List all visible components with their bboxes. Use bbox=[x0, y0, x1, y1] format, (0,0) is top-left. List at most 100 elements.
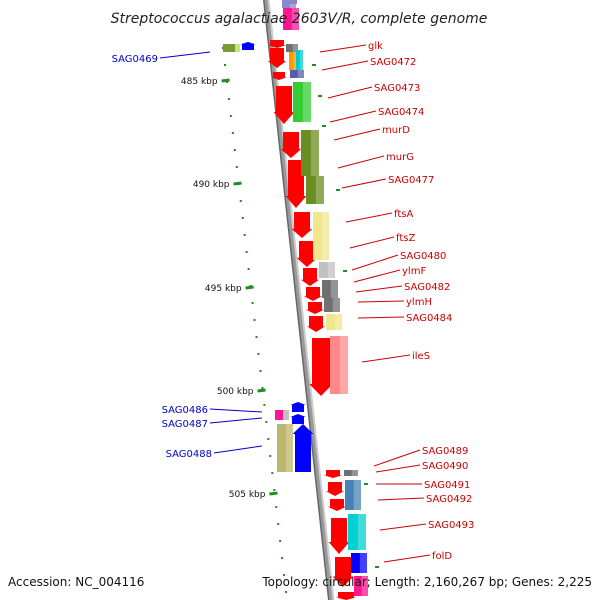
feature-block bbox=[348, 514, 366, 550]
kbp-ticks: 485 kbp 490 kbp 495 kbp 500 kbp 505 kbp bbox=[181, 77, 278, 500]
feature-block bbox=[330, 336, 348, 394]
feature-shade bbox=[330, 280, 338, 298]
feature-block bbox=[293, 82, 311, 122]
gene-label: SAG0477 bbox=[388, 175, 434, 186]
cds-arrow bbox=[309, 338, 333, 396]
major-tick bbox=[233, 181, 242, 186]
kbp-tick-label: 495 kbp bbox=[205, 284, 242, 294]
feature-shade bbox=[351, 470, 358, 476]
feature-block bbox=[290, 70, 304, 78]
kbp-tick-label: 500 kbp bbox=[217, 387, 254, 397]
major-tick bbox=[269, 491, 278, 496]
leader-line bbox=[349, 236, 395, 249]
cds-arrow bbox=[332, 557, 354, 587]
cds-arrow bbox=[303, 287, 323, 301]
leader-line bbox=[357, 316, 405, 319]
leader-line bbox=[209, 417, 263, 424]
leader-line bbox=[383, 554, 431, 563]
feature-block bbox=[324, 298, 340, 312]
gene-label: SAG0489 bbox=[422, 446, 468, 457]
topology-text: Topology: circular; Length: 2,160,267 bp… bbox=[261, 575, 592, 589]
gene-label: SAG0487 bbox=[162, 419, 208, 430]
feature-shade bbox=[327, 262, 335, 278]
map-title: Streptococcus agalactiae 2603V/R, comple… bbox=[111, 11, 488, 27]
feature-shade bbox=[353, 480, 361, 510]
feature-block bbox=[289, 52, 297, 70]
leader-line bbox=[327, 86, 373, 99]
leader-line bbox=[351, 254, 399, 271]
leader-line bbox=[321, 60, 369, 71]
cds-arrow bbox=[267, 48, 287, 68]
feature-shade bbox=[321, 212, 329, 260]
sag0487-block bbox=[283, 410, 289, 420]
feature-block bbox=[326, 314, 342, 330]
feature-shade bbox=[299, 50, 303, 70]
feature-shade bbox=[291, 8, 299, 30]
cds-arrow bbox=[267, 40, 287, 48]
accession-text: Accession: NC_004116 bbox=[8, 575, 144, 589]
gene-label: folD bbox=[432, 551, 452, 562]
cds-arrow bbox=[271, 72, 287, 80]
gene-label: glk bbox=[368, 41, 383, 52]
feature-shade bbox=[297, 70, 304, 78]
leader-line bbox=[319, 44, 367, 53]
gene-label: SAG0490 bbox=[422, 461, 468, 472]
leader-line bbox=[337, 155, 385, 169]
gene-label: ftsZ bbox=[396, 233, 415, 244]
feature-block bbox=[283, 8, 299, 30]
sag0486-arrow bbox=[290, 402, 306, 412]
gene-label: SAG0484 bbox=[406, 313, 452, 324]
cds-arrow bbox=[300, 268, 320, 286]
gene-label: SAG0492 bbox=[426, 494, 472, 505]
feature-block bbox=[296, 50, 303, 70]
feature-block bbox=[322, 280, 338, 298]
feature-shade bbox=[334, 314, 342, 330]
feature-block bbox=[283, 0, 297, 4]
feature-shade bbox=[293, 52, 297, 70]
feature-block bbox=[351, 553, 367, 573]
leader-line bbox=[341, 178, 387, 189]
sag0469-block-shade bbox=[235, 44, 240, 52]
cds-arrow bbox=[306, 316, 326, 332]
leader-line bbox=[353, 269, 401, 283]
leader-line bbox=[209, 408, 263, 413]
sag0488-shade bbox=[286, 424, 293, 472]
feature-block bbox=[286, 44, 298, 52]
kbp-tick-label: 490 kbp bbox=[193, 180, 230, 190]
leader-line bbox=[357, 300, 405, 303]
feature-shade bbox=[315, 176, 324, 204]
major-tick bbox=[257, 388, 266, 393]
sag0488-arrow bbox=[292, 424, 314, 472]
gene-label: SAG0493 bbox=[428, 520, 474, 531]
backbone-shadow bbox=[263, 0, 330, 600]
gene-label: ylmH bbox=[406, 297, 432, 308]
cds-arrow bbox=[323, 470, 343, 478]
gene-label: murG bbox=[386, 152, 414, 163]
leader-line bbox=[329, 110, 377, 123]
feature-shade bbox=[310, 130, 319, 176]
feature-block bbox=[306, 176, 324, 204]
cds-arrow bbox=[335, 592, 357, 600]
cds-arrow bbox=[328, 518, 350, 554]
gene-label: ylmF bbox=[402, 266, 426, 277]
leader-line bbox=[213, 445, 263, 454]
gene-label: SAG0491 bbox=[424, 480, 470, 491]
cds-arrow bbox=[327, 499, 347, 511]
feature-block bbox=[313, 212, 329, 260]
feature-block bbox=[345, 480, 361, 510]
minor-tick-marks bbox=[222, 47, 379, 593]
feature-block bbox=[301, 130, 319, 176]
gene-label: SAG0482 bbox=[404, 282, 450, 293]
gene-features bbox=[223, 0, 368, 600]
gene-label: murD bbox=[382, 125, 410, 136]
cds-arrow bbox=[273, 86, 295, 124]
major-tick bbox=[221, 78, 230, 83]
gene-label: SAG0488 bbox=[166, 449, 212, 460]
sag0487-arrow bbox=[290, 414, 306, 424]
leader-line bbox=[379, 523, 427, 531]
kbp-tick-label: 485 kbp bbox=[181, 77, 218, 87]
feature-block bbox=[354, 576, 368, 596]
major-tick bbox=[245, 285, 254, 290]
